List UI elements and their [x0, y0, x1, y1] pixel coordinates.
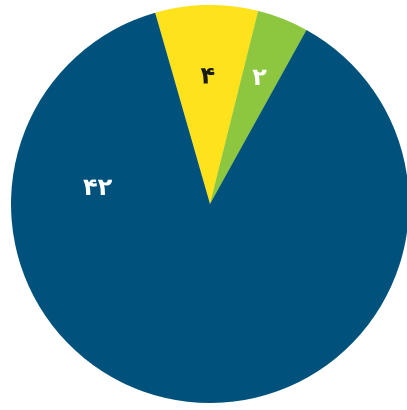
- data-label: ۴: [200, 62, 215, 90]
- data-label: ۴۲: [83, 173, 113, 201]
- data-label: ۲: [252, 63, 267, 91]
- pie-slice: [155, 5, 259, 204]
- pie-slice: [210, 10, 307, 205]
- pie-slice: [11, 12, 407, 403]
